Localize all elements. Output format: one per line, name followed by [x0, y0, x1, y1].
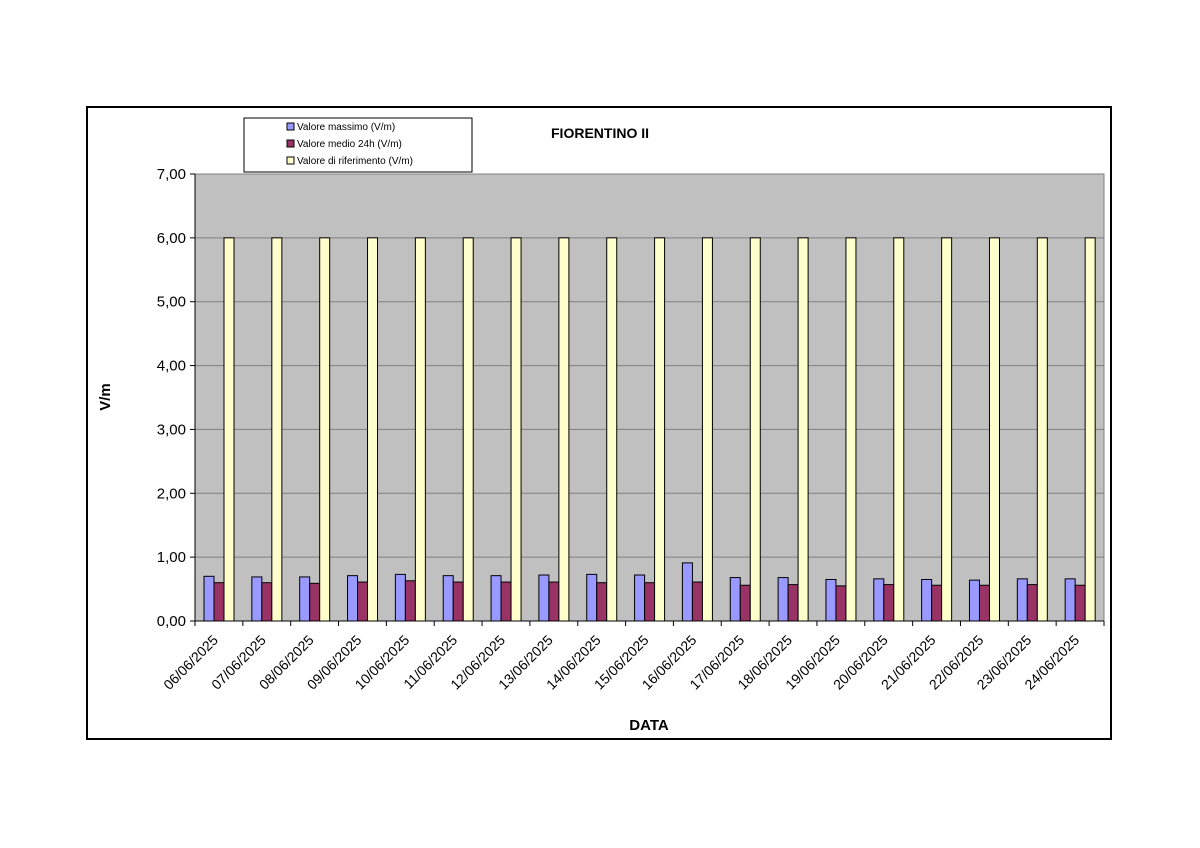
bar-riferimento	[414, 237, 426, 622]
chart-frame: Valore massimo (V/m) Valore medio 24h (V/…	[86, 106, 1112, 740]
bar-riferimento	[510, 237, 522, 622]
bar-riferimento	[606, 237, 618, 622]
y-tick-labels: 0,00 1,00 2,00 3,00 4,00 5,00 6,00 7,00	[157, 166, 186, 630]
bar-massimo	[394, 573, 406, 622]
bar-massimo	[873, 578, 885, 622]
bar-medio	[548, 581, 560, 622]
bars	[203, 237, 1096, 622]
bar-massimo	[777, 577, 789, 622]
bar-massimo	[251, 576, 263, 622]
legend-swatch	[286, 122, 295, 131]
bar-medio	[883, 584, 895, 622]
y-tick-label: 0,00	[157, 613, 186, 630]
bar-massimo	[825, 578, 837, 622]
bar-riferimento	[893, 237, 905, 622]
y-tick-label: 3,00	[157, 421, 186, 438]
legend-swatch	[286, 139, 295, 148]
bar-medio	[739, 584, 751, 622]
legend-label: Valore massimo (V/m)	[297, 122, 395, 133]
bar-massimo	[729, 577, 741, 622]
plot-area	[194, 173, 1105, 622]
bar-riferimento	[367, 237, 379, 622]
bar-medio	[357, 581, 369, 622]
chart-title: FIORENTINO II	[551, 125, 649, 141]
bar-massimo	[490, 575, 502, 622]
legend-label: Valore di riferimento (V/m)	[297, 156, 413, 167]
bar-riferimento	[1036, 237, 1048, 622]
bar-riferimento	[941, 237, 953, 622]
bar-riferimento	[462, 237, 474, 622]
y-tick-label: 6,00	[157, 230, 186, 247]
bar-massimo	[203, 575, 215, 622]
y-tick-label: 5,00	[157, 294, 186, 311]
y-axis-title: V/m	[97, 383, 114, 411]
bar-riferimento	[845, 237, 857, 622]
bar-massimo	[538, 574, 550, 622]
bar-riferimento	[988, 237, 1000, 622]
bar-riferimento	[223, 237, 235, 622]
chart-svg: Valore massimo (V/m) Valore medio 24h (V/…	[97, 117, 1105, 734]
bar-massimo	[1016, 578, 1028, 622]
bar-medio	[691, 581, 703, 622]
legend-label: Valore medio 24h (V/m)	[297, 139, 402, 150]
bar-medio	[787, 584, 799, 622]
y-tick-label: 7,00	[157, 166, 186, 183]
bar-medio	[835, 585, 847, 622]
bar-riferimento	[271, 237, 283, 622]
bar-massimo	[442, 575, 454, 622]
y-tick-label: 4,00	[157, 358, 186, 375]
bar-riferimento	[701, 237, 713, 622]
bar-riferimento	[1084, 237, 1096, 622]
x-tick-labels: 06/06/202507/06/202508/06/202509/06/2025…	[160, 632, 1082, 693]
bar-riferimento	[558, 237, 570, 622]
x-axis-title: DATA	[629, 717, 669, 734]
bar-massimo	[347, 575, 359, 622]
bar-medio	[978, 584, 990, 622]
bar-medio	[596, 582, 608, 622]
bar-medio	[213, 582, 225, 622]
bar-riferimento	[749, 237, 761, 622]
bar-medio	[500, 581, 512, 622]
bar-riferimento	[319, 237, 331, 622]
bar-riferimento	[654, 237, 666, 622]
y-tick-label: 2,00	[157, 485, 186, 502]
axes	[194, 174, 1105, 626]
bar-medio	[309, 582, 321, 622]
bar-massimo	[299, 576, 311, 622]
bar-massimo	[921, 578, 933, 622]
legend: Valore massimo (V/m) Valore medio 24h (V/…	[243, 117, 473, 173]
legend-swatch	[286, 156, 295, 165]
bar-medio	[1074, 584, 1086, 622]
bar-medio	[931, 584, 943, 622]
bar-massimo	[968, 579, 980, 622]
y-tick-label: 1,00	[157, 549, 186, 566]
bar-riferimento	[797, 237, 809, 622]
bar-massimo	[586, 573, 598, 622]
bar-medio	[404, 580, 416, 622]
bar-medio	[1026, 584, 1038, 622]
bar-medio	[261, 582, 273, 622]
bar-medio	[452, 581, 464, 622]
bar-massimo	[634, 574, 646, 622]
bar-massimo	[1064, 578, 1076, 622]
legend-box	[243, 117, 473, 173]
bar-medio	[644, 582, 656, 622]
bar-massimo	[681, 562, 693, 622]
